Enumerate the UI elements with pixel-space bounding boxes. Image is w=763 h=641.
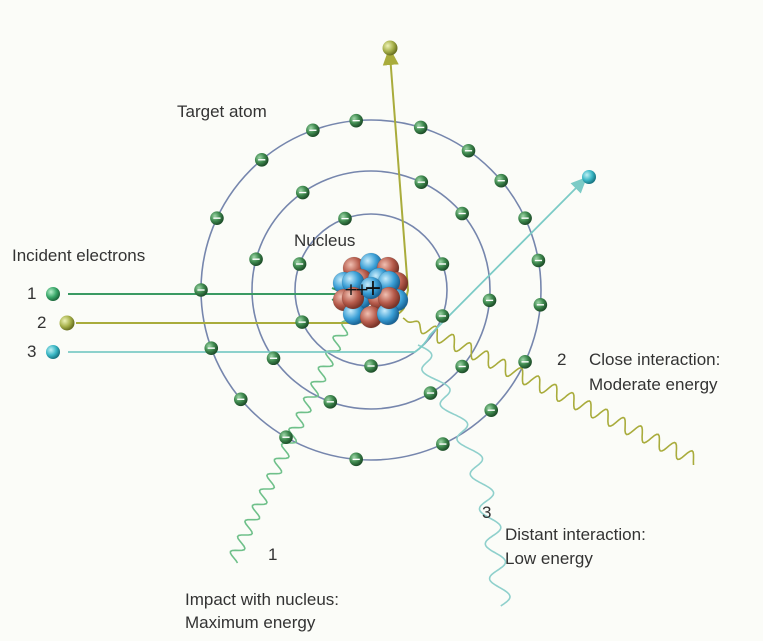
shell-electron (518, 211, 532, 225)
proton-ball (377, 286, 401, 310)
distant-interaction-energy: Low energy (505, 549, 593, 568)
photon-2-wave (402, 317, 695, 466)
electron-2-number: 2 (37, 313, 47, 332)
shell-electron (323, 395, 338, 409)
photon-3-number: 3 (482, 503, 492, 522)
close-interaction-title: Close interaction: (589, 350, 721, 369)
scattered-electron-2 (382, 40, 398, 56)
shell-electron (254, 152, 269, 167)
electron-1-number: 1 (27, 284, 37, 303)
shell-electron (414, 175, 429, 189)
shell-electron (484, 403, 499, 418)
proton-ball (341, 286, 365, 310)
close-interaction-energy: Moderate energy (589, 375, 718, 394)
shell-electron (461, 143, 476, 158)
shell-electron (533, 298, 548, 312)
shell-electron (455, 206, 469, 221)
shell-electron (194, 283, 208, 297)
shell-electron (338, 211, 352, 226)
shell-electron (482, 293, 497, 308)
incident-electrons-label: Incident electrons (12, 246, 146, 265)
electron-3-deflection (414, 176, 588, 353)
incident-paths (68, 47, 588, 353)
shell-electron (531, 253, 546, 268)
electron-3-ball (46, 345, 60, 359)
photon-2-number: 2 (557, 350, 567, 369)
scattered-electron-3 (582, 170, 596, 184)
electron-3-number: 3 (27, 342, 37, 361)
nucleus-cluster: + ++ (332, 252, 409, 329)
neutron-ball (359, 276, 383, 300)
target-atom-label: Target atom (177, 102, 267, 121)
shell-electron (364, 359, 378, 373)
shell-electron (204, 341, 219, 355)
plus-sign-icon: + (355, 280, 369, 300)
shell-electron (210, 211, 224, 225)
photon-3-wave (417, 344, 511, 607)
nucleus-label: Nucleus (294, 231, 356, 250)
impact-title: Impact with nucleus: (185, 590, 340, 609)
shell-electron (413, 120, 428, 135)
shell-electrons (194, 113, 548, 467)
photon-1-number: 1 (268, 545, 278, 564)
distant-interaction-title: Distant interaction: (505, 525, 646, 544)
shell-electron (295, 315, 309, 329)
shell-electron (494, 173, 509, 188)
shell-electron (306, 123, 320, 138)
electron-2-ball (59, 315, 75, 331)
shell-electron (349, 452, 363, 467)
shell-electron (423, 386, 438, 400)
shell-electron (436, 437, 450, 451)
shell-electron (455, 359, 469, 374)
shell-electron (279, 430, 293, 445)
electron-1-ball (46, 287, 60, 301)
plus-sign-icon: + (344, 280, 358, 300)
shell-electron (266, 351, 281, 366)
shell-electron (295, 185, 310, 200)
shell-electron (435, 257, 450, 271)
impact-energy: Maximum energy (185, 613, 316, 632)
shell-electron (435, 309, 450, 323)
photon-1-wave (229, 304, 356, 564)
shell-electron (233, 392, 248, 407)
plus-sign-icon: + (364, 276, 382, 301)
shell-electron (249, 252, 263, 267)
middle-orbit (251, 170, 491, 410)
shell-electron (292, 257, 307, 271)
shell-electron (349, 113, 363, 128)
incident-electrons (46, 40, 596, 359)
shell-electron (518, 355, 532, 369)
